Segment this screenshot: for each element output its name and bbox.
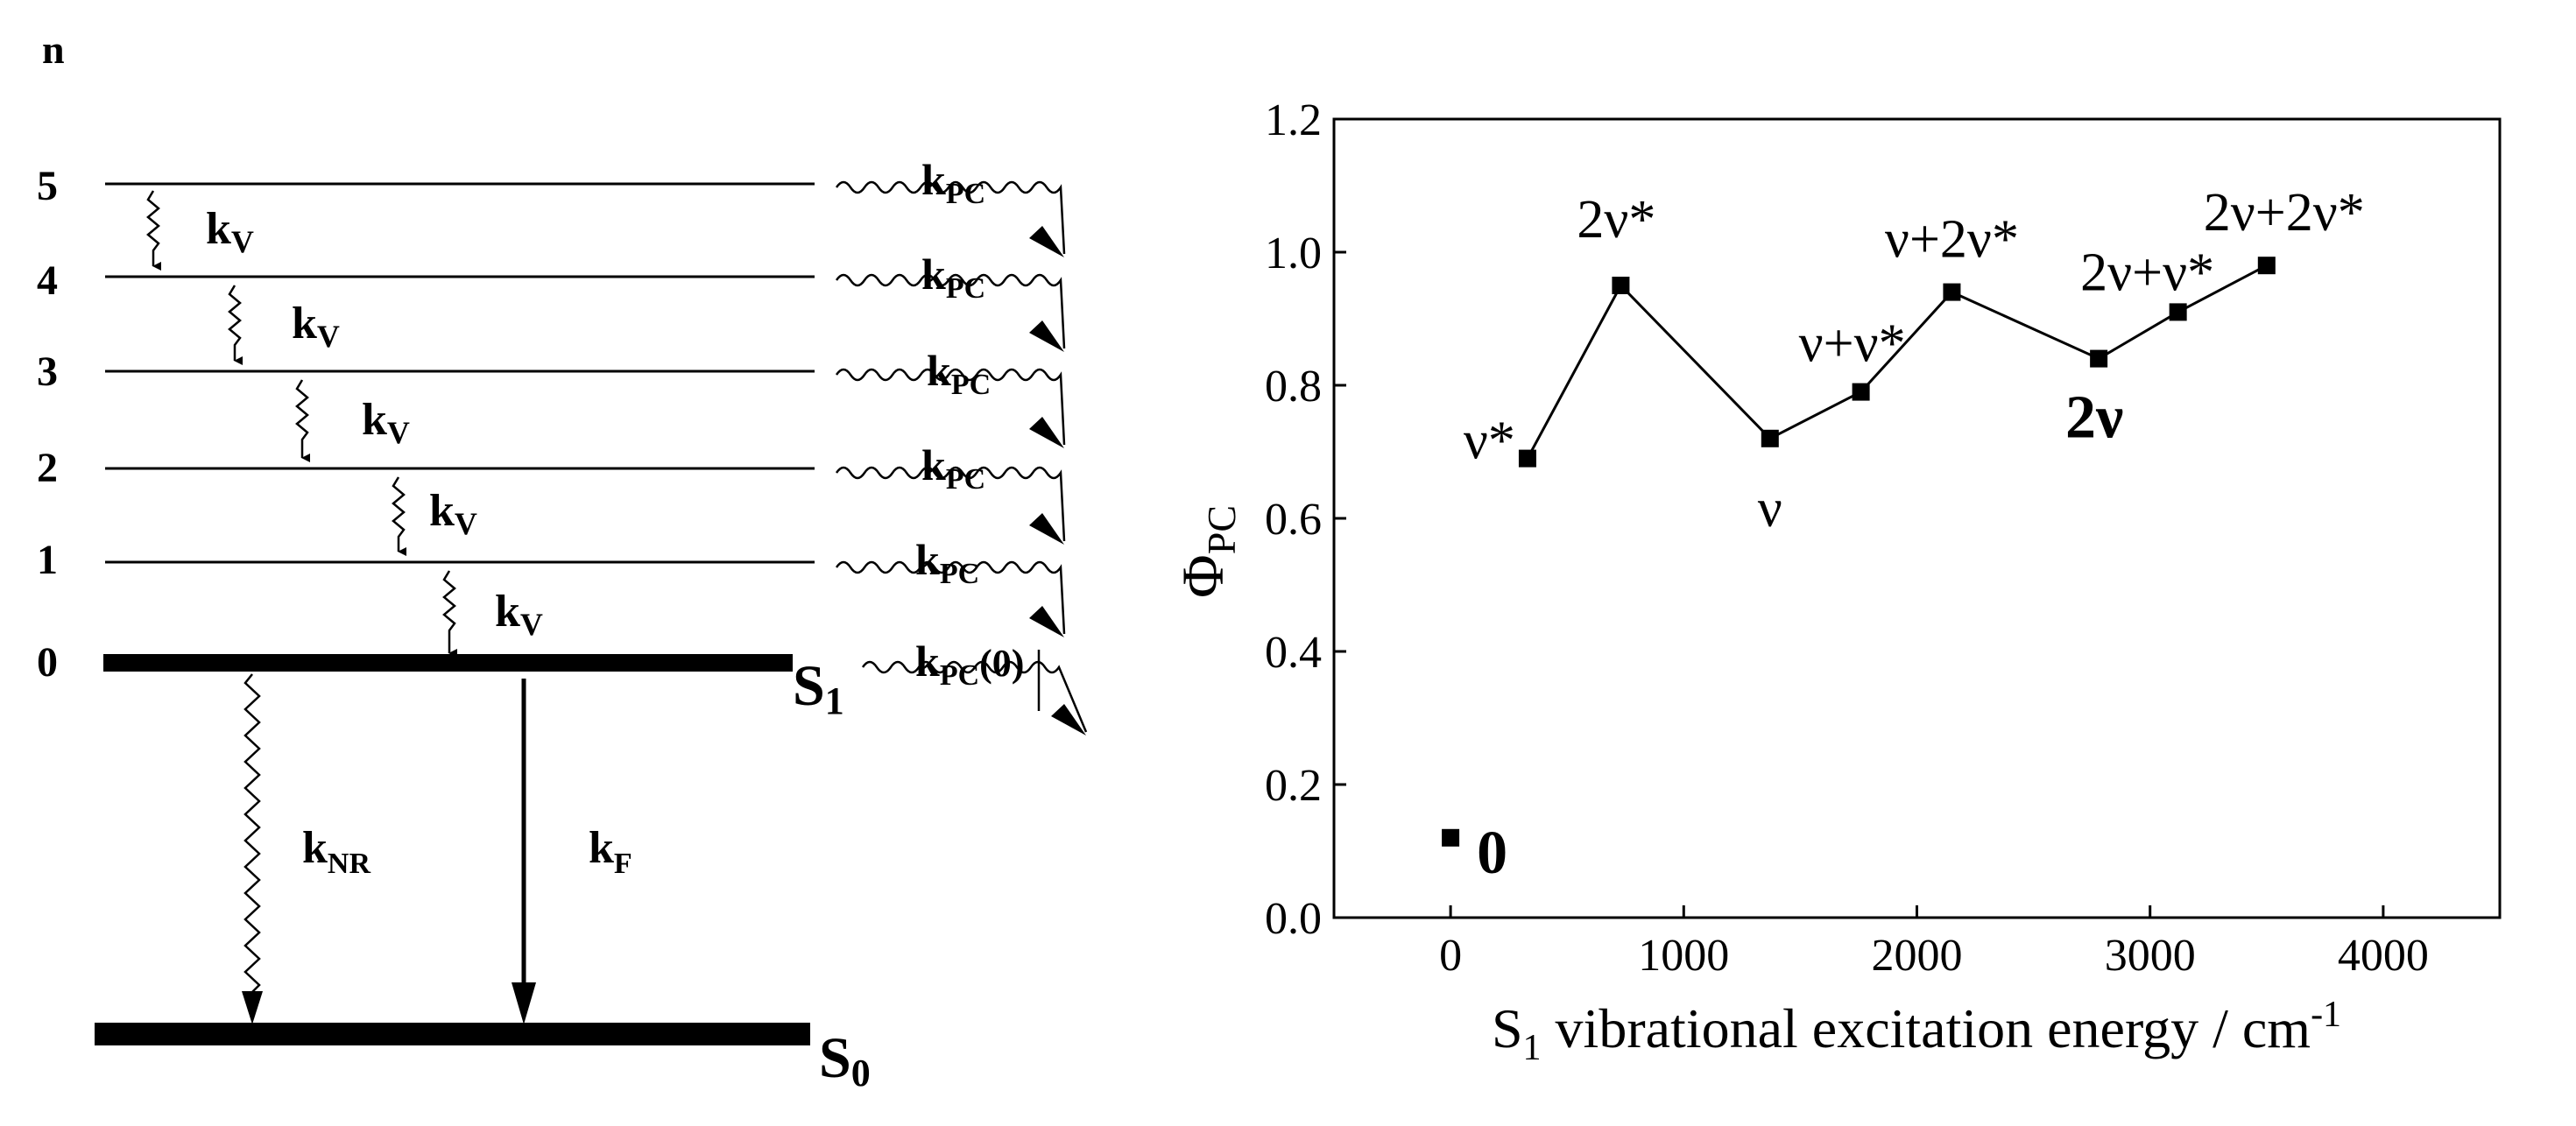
x-tick-label: 3000 — [2105, 931, 2196, 981]
y-tick-label: 0.0 — [1265, 894, 1322, 944]
x-axis-label: S1 vibrational excitation energy / cm-1 — [1492, 995, 2341, 1068]
data-point-marker — [1442, 828, 1460, 847]
annotation-layer: 0 ν* 2ν* ν ν+ν* ν+2ν* 2ν 2ν+ν*2ν+2ν* — [1464, 183, 2365, 887]
kpc-arrow-2 — [835, 466, 1066, 545]
x-tick-label: 2000 — [1872, 931, 1963, 981]
y-tick-label: 1.0 — [1265, 229, 1322, 278]
data-point-marker — [1612, 277, 1630, 294]
kv-wavy-arrow-1-0 — [442, 570, 457, 658]
y-tick-label: 0.2 — [1265, 761, 1322, 811]
kf-arrowhead — [512, 982, 536, 1024]
point-annotation: 2ν+ν* — [2080, 243, 2214, 302]
point-annotation: ν+2ν* — [1885, 210, 2019, 270]
level-label-3: 3 — [37, 348, 58, 395]
point-annotation: 2ν* — [1577, 190, 1655, 250]
kpc-arrow-5 — [835, 180, 1066, 257]
data-point-marker — [2169, 303, 2187, 321]
y-tick-label: 0.6 — [1265, 495, 1322, 545]
kv-wavy-arrow-2-1 — [392, 476, 406, 556]
x-tick-label: 4000 — [2338, 931, 2429, 981]
point-annotation: ν* — [1464, 412, 1515, 471]
data-point-marker — [1518, 449, 1536, 468]
y-axis-label: ΦPC — [1169, 505, 1244, 598]
kpc-arrow-1 — [835, 560, 1066, 637]
data-point-marker — [1852, 383, 1870, 401]
level-label-0: 0 — [37, 639, 58, 686]
kpc-arrow-3 — [835, 368, 1066, 448]
knr-arrowhead — [242, 991, 263, 1024]
point-annotation: 0 — [1477, 820, 1507, 887]
kpc-label-0: kPC(0) — [915, 637, 1024, 692]
kv-wavy-arrow-3-2 — [295, 379, 310, 462]
level-label-4: 4 — [37, 257, 58, 304]
knr-wavy-arrow — [243, 673, 261, 1016]
energy-level-diagram: n 5 4 3 2 1 0 S1 S0 kV kV kV kV kV kNR — [37, 27, 1088, 1094]
point-annotation: ν+ν* — [1799, 314, 1906, 374]
data-point-marker — [2090, 349, 2108, 368]
x-tick-label: 0 — [1439, 931, 1462, 981]
point-annotation: ν — [1758, 479, 1782, 538]
y-axis-ticks: 0.0 0.2 0.4 0.6 0.8 1.0 1.2 — [1265, 95, 1346, 944]
level-label-5: 5 — [37, 163, 58, 209]
kpc-label-5: kPC — [921, 155, 985, 210]
x-tick-label: 1000 — [1638, 931, 1729, 981]
s1-label: S1 — [793, 654, 844, 722]
kv-label-5-4: kV — [206, 204, 254, 259]
y-tick-label: 0.4 — [1265, 628, 1322, 678]
level-label-1: 1 — [37, 537, 58, 583]
kpc-label-4: kPC — [921, 250, 985, 305]
y-tick-label: 1.2 — [1265, 95, 1322, 145]
kpc-arrow-0 — [861, 650, 1088, 735]
data-point-marker — [1761, 429, 1779, 447]
knr-label: kNR — [302, 823, 371, 880]
kpc-label-2: kPC — [921, 440, 985, 496]
point-annotation: 2ν+2ν* — [2204, 183, 2365, 243]
data-point-marker — [1943, 283, 1961, 301]
x-axis-ticks: 0 1000 2000 3000 4000 — [1439, 905, 2429, 981]
kv-label-1-0: kV — [495, 587, 543, 642]
kpc-arrow-4 — [835, 273, 1066, 352]
phi-pc-chart: 0.00.20.40.60.81.01.2 0 1000 2000 3000 4000 … — [1169, 95, 2502, 1068]
series-line — [1526, 264, 2268, 460]
kv-wavy-arrow-4-3 — [228, 285, 243, 365]
kpc-label-3: kPC — [927, 346, 991, 401]
kv-label-2-1: kV — [429, 486, 477, 541]
kv-label-4-3: kV — [292, 299, 340, 354]
s0-label: S0 — [819, 1026, 871, 1094]
kf-label: kF — [589, 823, 632, 880]
point-annotation: 2ν — [2065, 384, 2123, 452]
level-label-2: 2 — [37, 445, 58, 491]
data-point-marker — [2257, 257, 2276, 275]
kpc-label-1: kPC — [915, 535, 979, 590]
y-tick-label: 0.8 — [1265, 362, 1322, 412]
series-layer — [1442, 257, 2276, 847]
n-axis-label: n — [42, 27, 65, 72]
kv-label-3-2: kV — [362, 395, 410, 450]
kv-wavy-arrow-5-4 — [146, 190, 161, 271]
